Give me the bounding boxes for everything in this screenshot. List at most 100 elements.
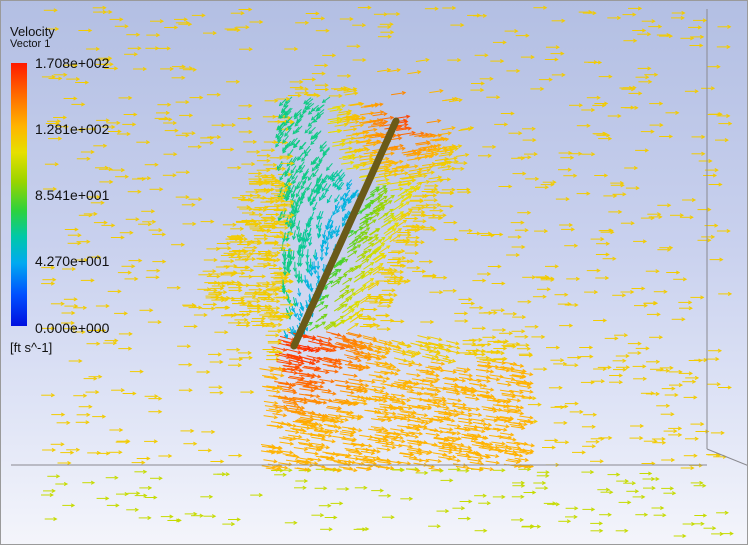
velocity-arrowhead	[575, 276, 581, 281]
velocity-arrowhead	[414, 251, 420, 256]
velocity-arrowhead	[468, 228, 473, 233]
velocity-arrow	[398, 362, 412, 366]
velocity-arrowhead	[560, 358, 565, 363]
velocity-arrowhead	[453, 156, 458, 161]
velocity-arrowhead	[631, 481, 637, 486]
velocity-arrowhead	[418, 458, 424, 463]
velocity-arrow	[372, 379, 386, 383]
velocity-arrowhead	[295, 365, 301, 370]
velocity-arrowhead	[370, 450, 376, 456]
velocity-arrow	[360, 295, 372, 304]
velocity-arrowhead	[263, 218, 269, 223]
velocity-arrowhead	[449, 148, 454, 153]
velocity-arrowhead	[694, 375, 700, 380]
velocity-arrowhead	[448, 152, 453, 157]
velocity-arrowhead	[700, 295, 705, 300]
velocity-arrow	[423, 379, 438, 383]
velocity-arrow	[511, 425, 525, 429]
velocity-arrow	[390, 228, 402, 237]
velocity-arrow	[285, 429, 299, 433]
velocity-arrowhead	[120, 235, 125, 240]
velocity-arrowhead	[280, 198, 286, 203]
velocity-arrowhead	[379, 132, 385, 137]
velocity-arrowhead	[287, 299, 292, 305]
velocity-arrowhead	[293, 143, 297, 148]
velocity-arrowhead	[249, 268, 255, 273]
velocity-arrowhead	[135, 217, 140, 222]
velocity-arrowhead	[325, 348, 331, 353]
velocity-arrowhead	[133, 112, 138, 117]
velocity-arrow	[457, 445, 472, 449]
velocity-arrow	[303, 97, 312, 104]
velocity-arrow	[342, 204, 347, 212]
velocity-arrowhead	[295, 193, 300, 198]
velocity-arrow	[339, 433, 354, 437]
velocity-arrowhead	[103, 220, 108, 225]
velocity-arrowhead	[510, 432, 515, 437]
velocity-arrowhead	[645, 346, 650, 351]
velocity-arrowhead	[434, 152, 440, 157]
velocity-arrowhead	[561, 18, 566, 23]
velocity-arrow	[359, 434, 373, 438]
velocity-arrowhead	[153, 439, 159, 444]
velocity-arrow	[349, 314, 361, 323]
velocity-arrowhead	[438, 365, 443, 370]
velocity-arrowhead	[286, 155, 291, 160]
velocity-arrow	[496, 409, 511, 413]
velocity-arrow	[406, 373, 420, 377]
velocity-arrowhead	[321, 380, 326, 385]
velocity-arrow	[332, 276, 342, 284]
velocity-arrowhead	[332, 347, 337, 352]
velocity-arrow	[302, 176, 308, 185]
velocity-arrowhead	[343, 273, 348, 278]
velocity-arrow	[263, 459, 277, 463]
velocity-arrowhead	[240, 11, 245, 16]
velocity-arrow	[339, 390, 354, 394]
velocity-arrowhead	[699, 43, 704, 48]
velocity-arrowhead	[655, 476, 660, 482]
velocity-arrowhead	[399, 269, 405, 275]
velocity-arrowhead	[356, 244, 362, 249]
velocity-arrowhead	[693, 453, 698, 458]
velocity-arrow	[389, 181, 403, 185]
velocity-arrowhead	[368, 236, 373, 241]
velocity-arrowhead	[60, 412, 66, 417]
velocity-arrowhead	[597, 60, 603, 65]
velocity-arrowhead	[388, 236, 393, 240]
velocity-arrowhead	[369, 211, 374, 216]
velocity-arrow	[380, 370, 394, 374]
velocity-arrowhead	[486, 271, 492, 277]
velocity-arrow	[329, 130, 342, 133]
velocity-arrowhead	[590, 507, 596, 512]
velocity-arrowhead	[307, 468, 312, 473]
velocity-arrowhead	[236, 28, 241, 33]
velocity-arrowhead	[694, 436, 699, 441]
velocity-arrow	[338, 466, 353, 470]
velocity-arrowhead	[236, 280, 242, 285]
velocity-arrowhead	[306, 285, 311, 290]
velocity-arrow	[416, 169, 430, 173]
velocity-arrowhead	[192, 221, 197, 226]
velocity-arrowhead	[283, 295, 288, 300]
velocity-arrowhead	[468, 297, 473, 302]
velocity-arrowhead	[467, 445, 473, 450]
velocity-arrowhead	[299, 306, 304, 311]
velocity-arrow	[300, 410, 315, 414]
velocity-arrow	[348, 344, 363, 350]
velocity-arrow	[428, 176, 442, 180]
velocity-arrowhead	[120, 168, 126, 173]
velocity-arrowhead	[366, 227, 371, 232]
velocity-arrowhead	[422, 213, 428, 218]
velocity-arrowhead	[284, 132, 289, 137]
velocity-arrowhead	[476, 231, 481, 236]
velocity-arrowhead	[652, 301, 658, 306]
velocity-arrowhead	[289, 441, 295, 446]
velocity-arrowhead	[287, 223, 291, 228]
velocity-arrowhead	[108, 56, 113, 61]
velocity-arrow	[377, 182, 390, 186]
velocity-arrow	[330, 172, 337, 180]
velocity-arrowhead	[352, 88, 358, 93]
velocity-arrow	[367, 282, 380, 291]
velocity-arrowhead	[246, 254, 251, 259]
